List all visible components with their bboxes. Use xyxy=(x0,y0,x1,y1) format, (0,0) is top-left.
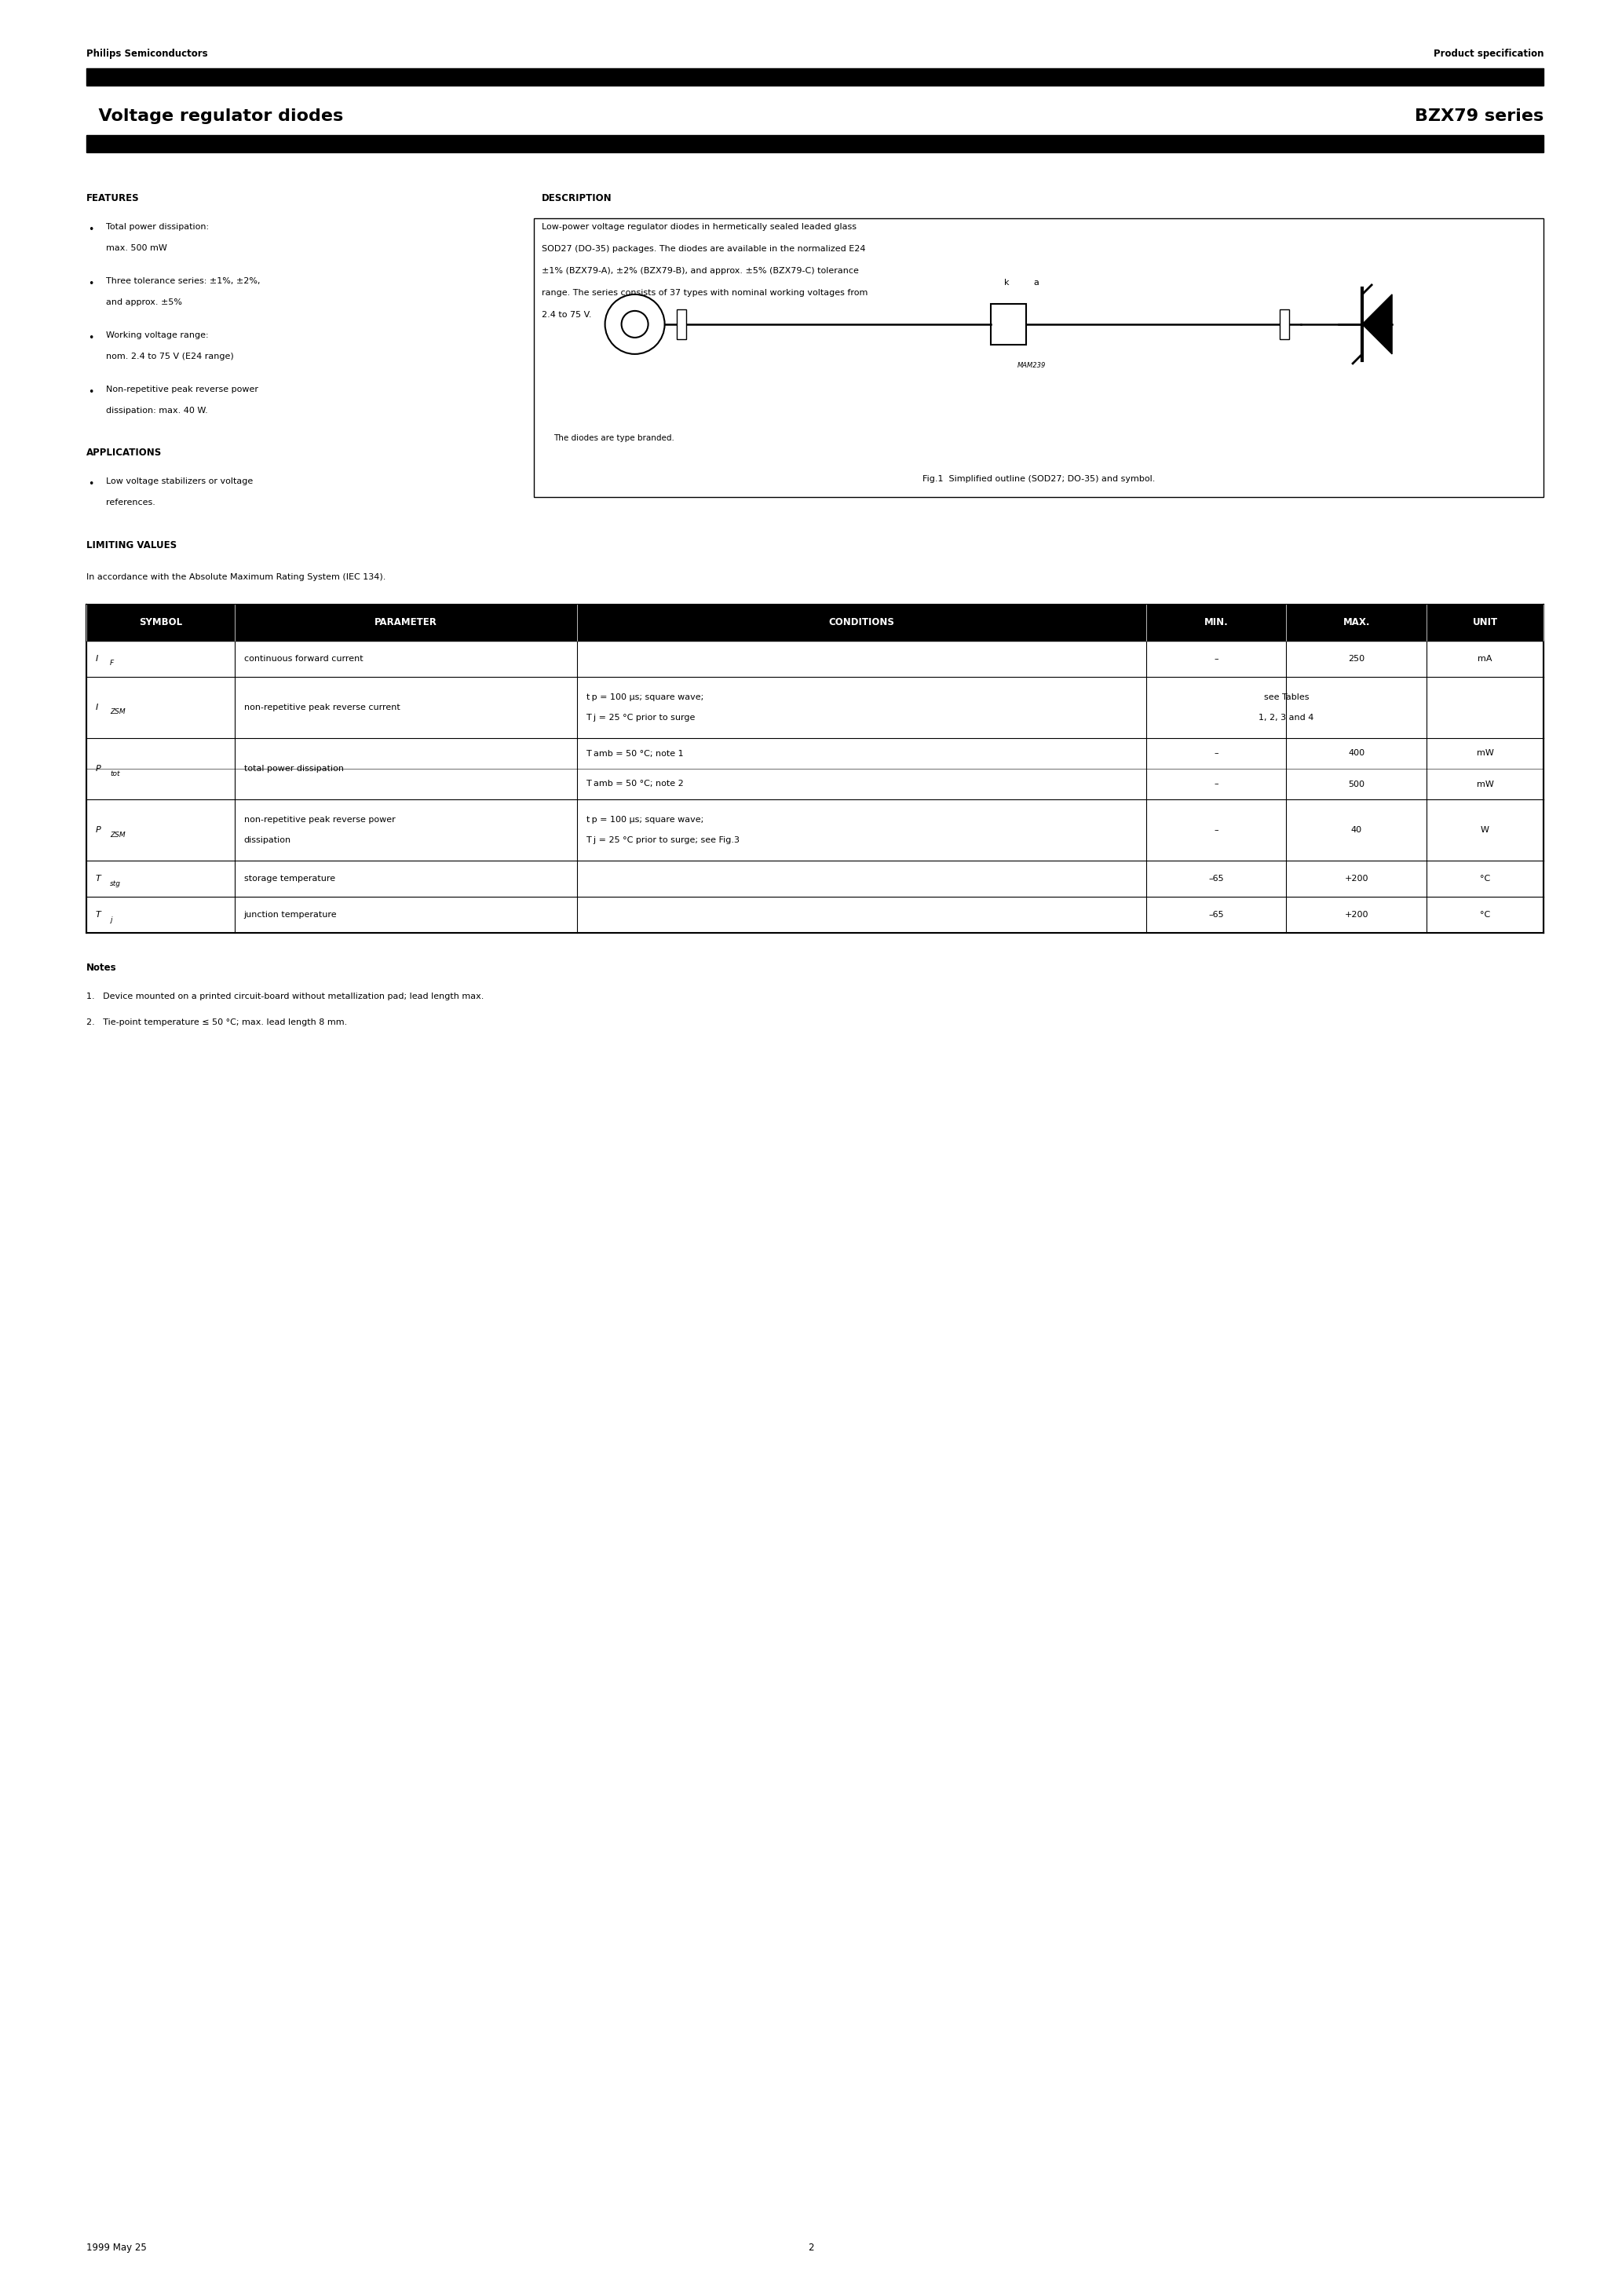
Text: Low-power voltage regulator diodes in hermetically sealed leaded glass: Low-power voltage regulator diodes in he… xyxy=(542,223,856,232)
Text: P: P xyxy=(96,827,101,833)
Text: 500: 500 xyxy=(1348,781,1364,788)
Text: LIMITING VALUES: LIMITING VALUES xyxy=(86,540,177,551)
Text: dissipation: max. 40 W.: dissipation: max. 40 W. xyxy=(105,406,208,416)
Text: W: W xyxy=(1481,827,1489,833)
Text: Three tolerance series: ±1%, ±2%,: Three tolerance series: ±1%, ±2%, xyxy=(105,278,260,285)
Text: 1, 2, 3 and 4: 1, 2, 3 and 4 xyxy=(1259,714,1314,721)
Text: •: • xyxy=(88,278,94,289)
Text: APPLICATIONS: APPLICATIONS xyxy=(86,448,162,457)
Bar xyxy=(86,69,1544,85)
Text: mA: mA xyxy=(1478,654,1492,664)
Text: •: • xyxy=(88,333,94,342)
Text: 1999 May 25: 1999 May 25 xyxy=(86,2243,146,2252)
Text: CONDITIONS: CONDITIONS xyxy=(829,618,895,627)
Text: –: – xyxy=(1213,748,1218,758)
Text: ±1% (BZX79-A), ±2% (BZX79-B), and approx. ±5% (BZX79-C) tolerance: ±1% (BZX79-A), ±2% (BZX79-B), and approx… xyxy=(542,266,858,276)
Text: I: I xyxy=(96,703,99,712)
Text: 400: 400 xyxy=(1348,748,1364,758)
Text: a: a xyxy=(1033,278,1038,287)
Text: non-repetitive peak reverse current: non-repetitive peak reverse current xyxy=(243,703,401,712)
Text: DESCRIPTION: DESCRIPTION xyxy=(542,193,611,204)
Bar xyxy=(676,310,686,340)
Text: –: – xyxy=(1213,654,1218,664)
Text: range. The series consists of 37 types with nominal working voltages from: range. The series consists of 37 types w… xyxy=(542,289,868,296)
Text: max. 500 mW: max. 500 mW xyxy=(105,243,167,253)
Text: FEATURES: FEATURES xyxy=(86,193,139,204)
Bar xyxy=(86,604,1544,641)
Text: tot: tot xyxy=(110,769,120,776)
Text: dissipation: dissipation xyxy=(243,836,290,845)
Text: +200: +200 xyxy=(1345,912,1369,918)
Text: T amb = 50 °C; note 2: T amb = 50 °C; note 2 xyxy=(587,781,684,788)
Text: Product specification: Product specification xyxy=(1434,48,1544,60)
Text: 2.4 to 75 V.: 2.4 to 75 V. xyxy=(542,310,592,319)
Text: –: – xyxy=(1213,827,1218,833)
Bar xyxy=(534,218,1544,496)
Text: T amb = 50 °C; note 1: T amb = 50 °C; note 1 xyxy=(587,748,684,758)
Text: F: F xyxy=(110,659,114,668)
Text: T j = 25 °C prior to surge; see Fig.3: T j = 25 °C prior to surge; see Fig.3 xyxy=(587,836,740,845)
Text: •: • xyxy=(88,225,94,234)
Text: j: j xyxy=(110,916,112,923)
Text: Low voltage stabilizers or voltage: Low voltage stabilizers or voltage xyxy=(105,478,253,484)
Text: °C: °C xyxy=(1479,875,1491,882)
Text: Voltage regulator diodes: Voltage regulator diodes xyxy=(86,108,344,124)
Text: –: – xyxy=(1213,781,1218,788)
Text: 250: 250 xyxy=(1348,654,1364,664)
Text: MIN.: MIN. xyxy=(1204,618,1228,627)
Text: +200: +200 xyxy=(1345,875,1369,882)
Text: I: I xyxy=(96,654,99,664)
Text: 1.   Device mounted on a printed circuit-board without metallization pad; lead l: 1. Device mounted on a printed circuit-b… xyxy=(86,992,483,1001)
Text: –65: –65 xyxy=(1208,912,1225,918)
Bar xyxy=(86,135,1544,152)
Text: see Tables: see Tables xyxy=(1264,693,1309,700)
Text: total power dissipation: total power dissipation xyxy=(243,765,344,774)
Text: Non-repetitive peak reverse power: Non-repetitive peak reverse power xyxy=(105,386,258,393)
Text: P: P xyxy=(96,765,101,774)
Text: 2: 2 xyxy=(808,2243,814,2252)
Text: T j = 25 °C prior to surge: T j = 25 °C prior to surge xyxy=(587,714,696,721)
Text: The diodes are type branded.: The diodes are type branded. xyxy=(553,434,675,443)
Text: ZSM: ZSM xyxy=(110,831,125,838)
Text: °C: °C xyxy=(1479,912,1491,918)
Text: Working voltage range:: Working voltage range: xyxy=(105,331,209,340)
Text: PARAMETER: PARAMETER xyxy=(375,618,438,627)
Text: Notes: Notes xyxy=(86,962,117,974)
Text: 2.   Tie-point temperature ≤ 50 °C; max. lead length 8 mm.: 2. Tie-point temperature ≤ 50 °C; max. l… xyxy=(86,1019,347,1026)
Text: mW: mW xyxy=(1476,781,1494,788)
Text: T: T xyxy=(96,875,101,882)
Text: ZSM: ZSM xyxy=(110,709,125,716)
Polygon shape xyxy=(1362,294,1392,354)
Text: references.: references. xyxy=(105,498,156,507)
Text: UNIT: UNIT xyxy=(1473,618,1497,627)
Text: junction temperature: junction temperature xyxy=(243,912,337,918)
Text: Philips Semiconductors: Philips Semiconductors xyxy=(86,48,208,60)
Text: continuous forward current: continuous forward current xyxy=(243,654,363,664)
Text: stg: stg xyxy=(110,879,122,886)
Text: Fig.1  Simplified outline (SOD27; DO-35) and symbol.: Fig.1 Simplified outline (SOD27; DO-35) … xyxy=(923,475,1155,482)
Bar xyxy=(991,303,1027,344)
Text: 40: 40 xyxy=(1351,827,1362,833)
Text: MAX.: MAX. xyxy=(1343,618,1371,627)
Text: •: • xyxy=(88,480,94,489)
Text: storage temperature: storage temperature xyxy=(243,875,336,882)
Text: SYMBOL: SYMBOL xyxy=(139,618,182,627)
Text: MAM239: MAM239 xyxy=(1017,363,1046,370)
Text: –65: –65 xyxy=(1208,875,1225,882)
Text: t p = 100 μs; square wave;: t p = 100 μs; square wave; xyxy=(587,693,704,700)
Text: In accordance with the Absolute Maximum Rating System (IEC 134).: In accordance with the Absolute Maximum … xyxy=(86,574,386,581)
Text: •: • xyxy=(88,388,94,397)
Text: t p = 100 μs; square wave;: t p = 100 μs; square wave; xyxy=(587,815,704,824)
Text: nom. 2.4 to 75 V (E24 range): nom. 2.4 to 75 V (E24 range) xyxy=(105,354,234,360)
Text: non-repetitive peak reverse power: non-repetitive peak reverse power xyxy=(243,815,396,824)
Text: T: T xyxy=(96,912,101,918)
Text: Total power dissipation:: Total power dissipation: xyxy=(105,223,209,232)
Text: BZX79 series: BZX79 series xyxy=(1414,108,1544,124)
Bar xyxy=(1280,310,1289,340)
Text: k: k xyxy=(1004,278,1009,287)
Text: SOD27 (DO-35) packages. The diodes are available in the normalized E24: SOD27 (DO-35) packages. The diodes are a… xyxy=(542,246,866,253)
Text: and approx. ±5%: and approx. ±5% xyxy=(105,298,182,305)
Text: mW: mW xyxy=(1476,748,1494,758)
